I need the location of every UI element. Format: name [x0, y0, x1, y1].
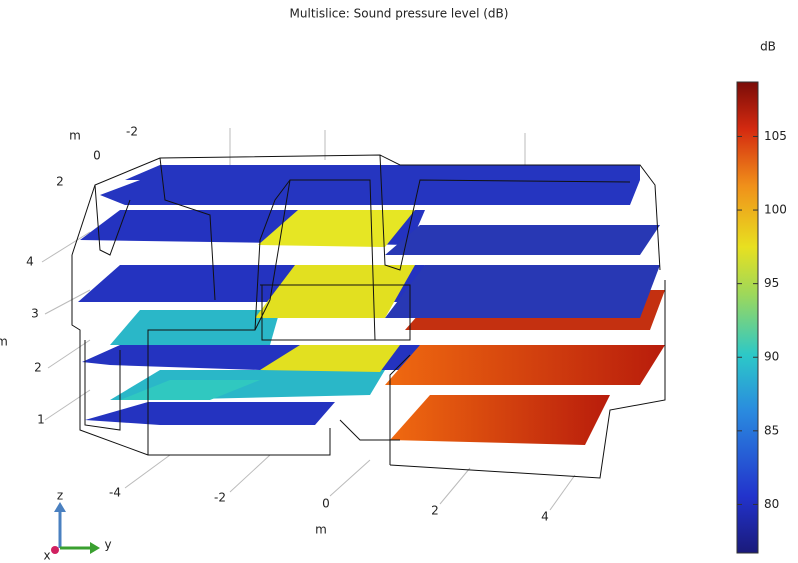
colorbar-tick-label: 100 [764, 203, 787, 217]
colorbar-tick-label: 95 [764, 276, 779, 290]
colorbar-tick-label: 105 [764, 129, 787, 143]
axis-tick-label: 2 [34, 361, 42, 375]
slices [78, 165, 665, 445]
grid [41, 128, 576, 511]
axis-tick-label: 2 [56, 175, 64, 189]
colorbar [736, 81, 759, 554]
axis-tick-label: 4 [541, 510, 549, 524]
colorbar-tick-label: 90 [764, 350, 779, 364]
axis-label: m [315, 523, 327, 537]
wireframe [71, 154, 666, 479]
axis-tick-label: 2 [431, 504, 439, 518]
axis-tick-label: 0 [93, 149, 101, 163]
triad-label: x [43, 549, 50, 563]
axis-tick-label: -4 [109, 486, 121, 500]
axis-tick-label: 1 [37, 413, 45, 427]
axis-tick-label: 3 [31, 307, 39, 321]
triad-label: z [57, 489, 63, 503]
axis-tick-label: -2 [214, 491, 226, 505]
axis-tick-label: -2 [126, 125, 138, 139]
triad-label: y [104, 538, 111, 552]
axis-label: m [0, 335, 8, 349]
colorbar-tick-label: 80 [764, 497, 779, 511]
axis-label: m [69, 129, 81, 143]
axis-tick-label: 4 [26, 255, 34, 269]
triad [51, 502, 100, 554]
colorbar-tick-label: 85 [764, 423, 779, 437]
axis-tick-label: 0 [322, 497, 330, 511]
title: Multislice: Sound pressure level (dB) [290, 7, 509, 21]
colorbar-unit: dB [760, 40, 776, 54]
